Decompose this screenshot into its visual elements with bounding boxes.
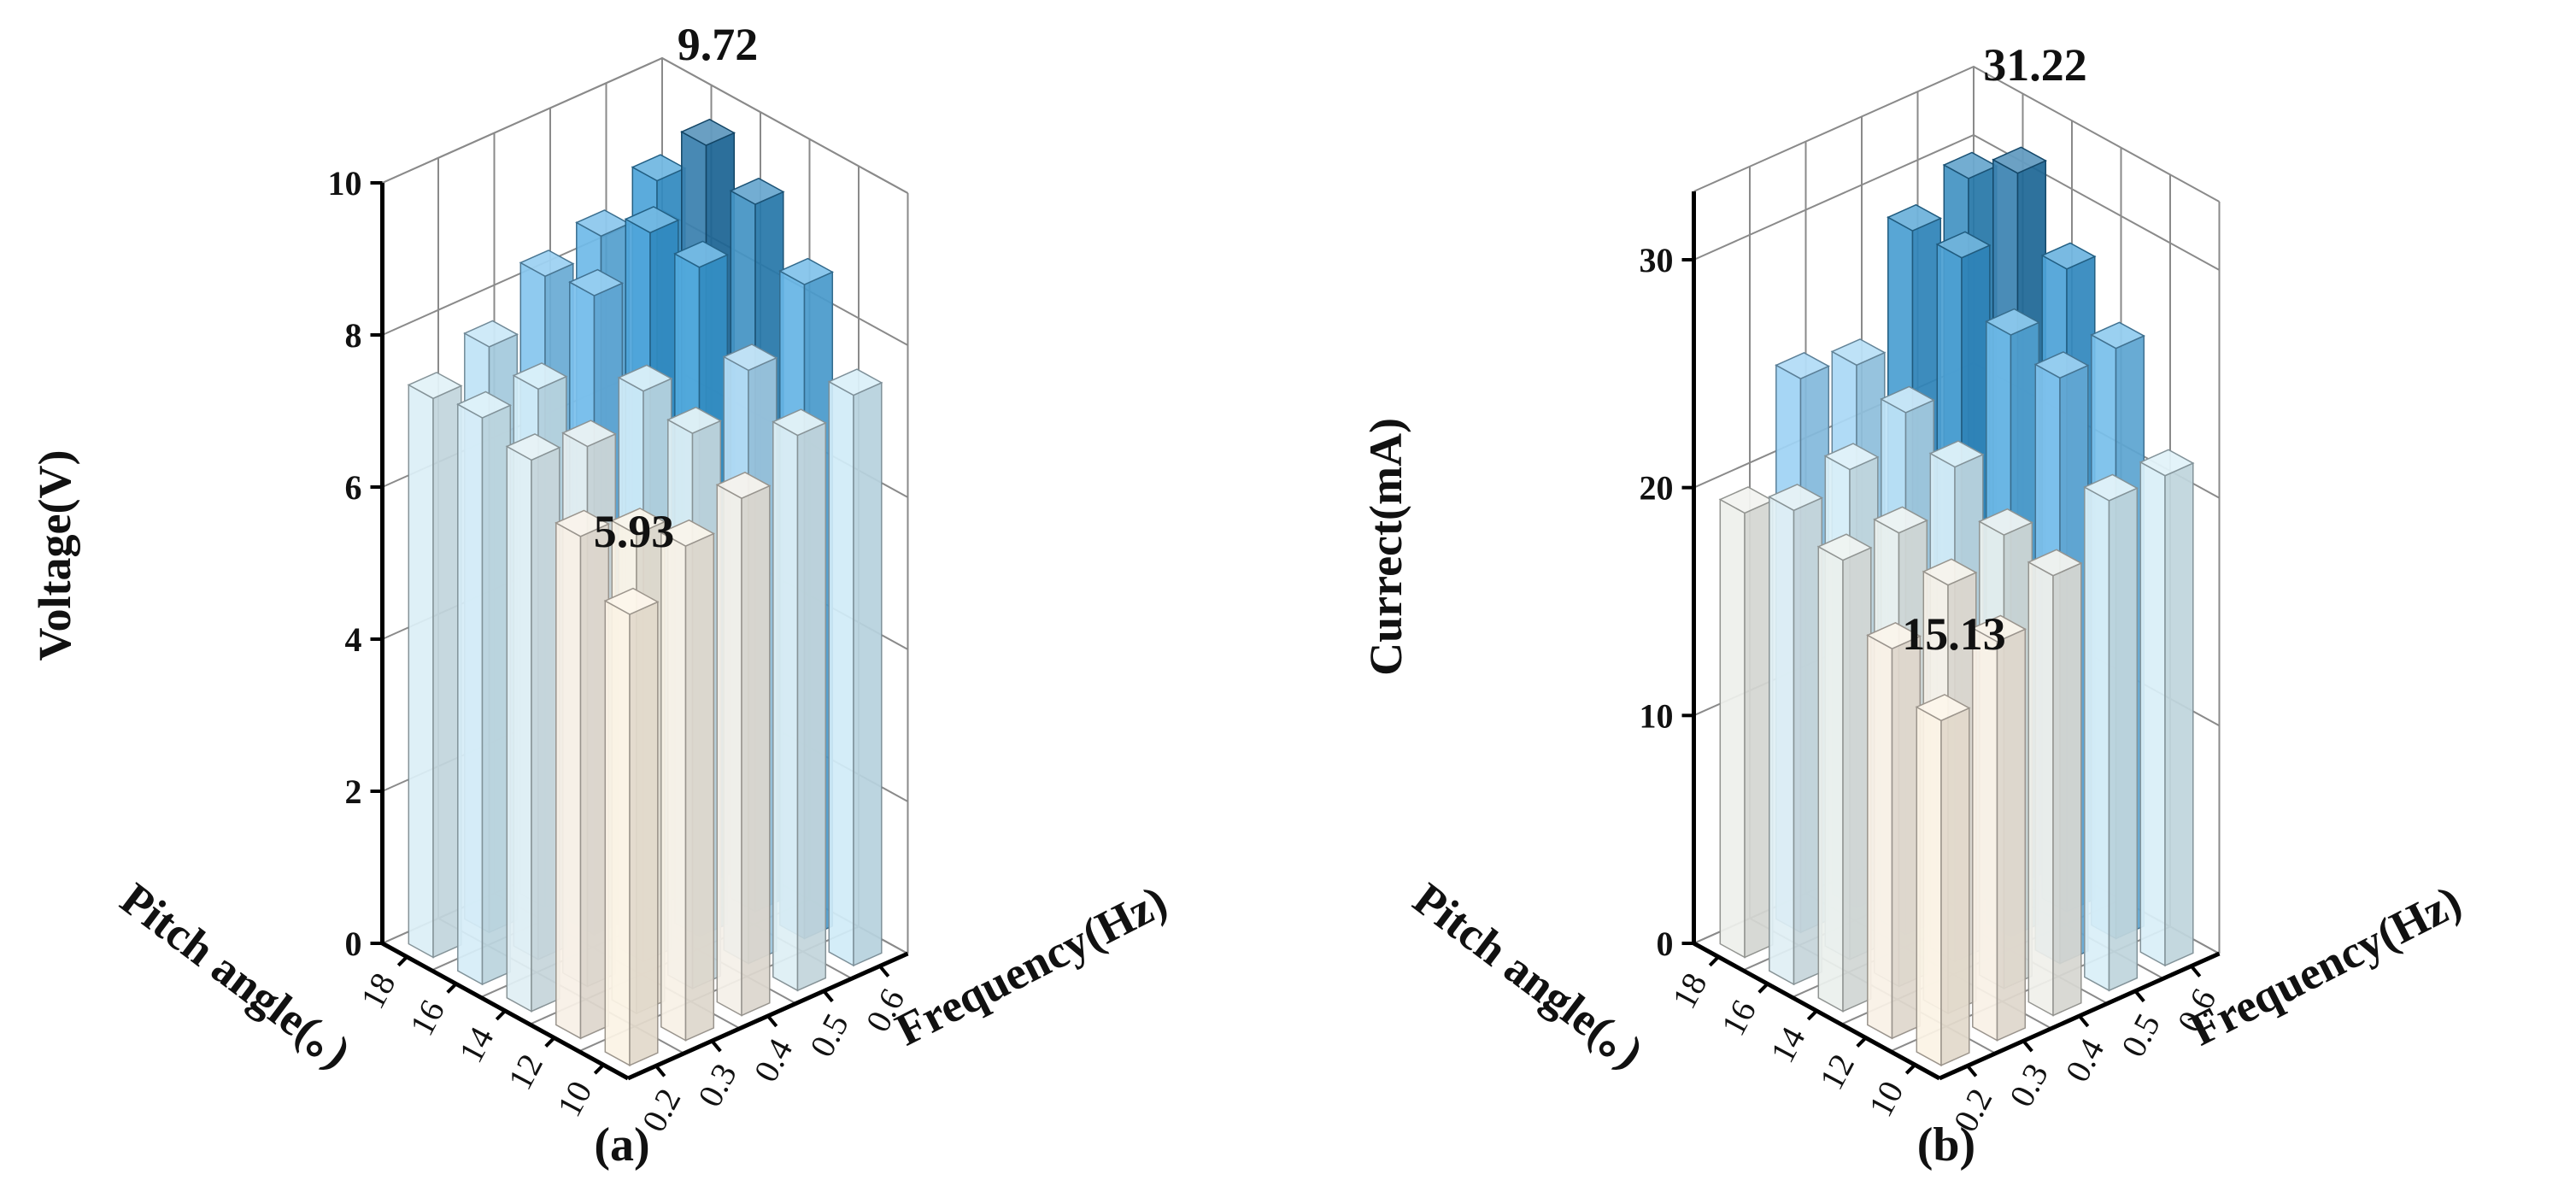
z-tick-label: 6 <box>345 468 362 507</box>
z-tick-label: 0 <box>345 925 362 963</box>
bar-pitch-18-freq-0.2 <box>827 368 883 967</box>
bar-pitch-10-freq-0.4 <box>1816 533 1873 1013</box>
bar-pitch-10-freq-0.2 <box>603 587 660 1067</box>
bar-pitch-18-freq-0.2 <box>2139 449 2195 967</box>
bar-pitch-10-freq-0.4 <box>505 433 561 1013</box>
pitch-tick-label: 18 <box>353 966 403 1014</box>
panel-b-min-annotation: 15.13 <box>1902 608 2006 660</box>
bar-pitch-10-freq-0.5 <box>1768 484 1823 986</box>
bar-pitch-10-freq-0.3 <box>555 509 610 1040</box>
pitch-tick-label: 12 <box>1812 1048 1863 1095</box>
bar-pitch-14-freq-0.2 <box>2027 549 2083 1017</box>
frequency-tick-label: 0.4 <box>2057 1032 2111 1088</box>
z-tick-label: 0 <box>1657 925 1674 963</box>
panel-b-y-axis-title: Pitch angle(。) <box>1404 873 1652 1078</box>
pitch-tick-label: 14 <box>1763 1020 1813 1068</box>
bar-pitch-14-freq-0.2 <box>715 471 772 1017</box>
z-tick-label: 8 <box>345 316 362 355</box>
pitch-tick-label: 14 <box>451 1020 502 1068</box>
panel-b-z-axis-title: Currect(mA) <box>1360 418 1411 676</box>
panel-a-bars <box>407 118 883 1067</box>
frequency-tick-label: 0.4 <box>746 1032 800 1088</box>
bar-pitch-10-freq-0.2 <box>1915 694 1971 1067</box>
panel-b-z-ticks: 0 10 20 30 <box>1640 241 1694 963</box>
bar-pitch-16-freq-0.2 <box>772 408 827 992</box>
bar-pitch-10-freq-0.3 <box>1866 621 1922 1040</box>
bar-pitch-10-freq-0.6 <box>407 372 463 959</box>
panel-b-label: (b) <box>1917 1118 1975 1171</box>
z-tick-label: 10 <box>328 164 362 203</box>
pitch-tick-label: 16 <box>1714 994 1764 1042</box>
pitch-tick-label: 10 <box>549 1075 600 1123</box>
z-tick-label: 30 <box>1640 241 1674 279</box>
panel-b-x-axis-title: Frequency(Hz) <box>2182 875 2469 1055</box>
z-tick-label: 20 <box>1640 469 1674 508</box>
panel-a-label: (a) <box>594 1118 649 1171</box>
pitch-tick-label: 16 <box>402 994 453 1042</box>
panel-a-z-axis-title: Voltage(V) <box>29 450 80 661</box>
frequency-tick-label: 0.5 <box>2114 1007 2168 1063</box>
pitch-tick-label: 12 <box>501 1048 551 1095</box>
frequency-tick-label: 0.3 <box>690 1057 744 1113</box>
pitch-tick-label: 10 <box>1861 1075 1911 1123</box>
bar-pitch-12-freq-0.2 <box>1971 614 2027 1042</box>
panel-a-z-ticks: 0 2 4 6 8 10 <box>328 164 383 963</box>
panel-a-y-axis-title: Pitch angle(。) <box>111 873 360 1078</box>
panel-b-bars <box>1718 146 2195 1067</box>
z-tick-label: 4 <box>345 620 362 659</box>
frequency-tick-label: 0.3 <box>2002 1057 2056 1113</box>
z-tick-label: 2 <box>345 772 362 811</box>
panel-a-x-axis-title: Frequency(Hz) <box>888 875 1175 1055</box>
bar-pitch-10-freq-0.6 <box>1718 486 1775 959</box>
bar-pitch-10-freq-0.5 <box>456 390 512 986</box>
panel-b-max-annotation: 31.22 <box>1983 39 2087 91</box>
panel-a-min-annotation: 5.93 <box>594 506 675 557</box>
panel-a-max-annotation: 9.72 <box>678 19 759 70</box>
bar-pitch-16-freq-0.2 <box>2083 473 2139 992</box>
frequency-tick-label: 0.5 <box>802 1007 856 1063</box>
z-tick-label: 10 <box>1640 696 1674 735</box>
bar-pitch-12-freq-0.2 <box>660 519 715 1042</box>
pitch-tick-label: 18 <box>1664 966 1715 1014</box>
